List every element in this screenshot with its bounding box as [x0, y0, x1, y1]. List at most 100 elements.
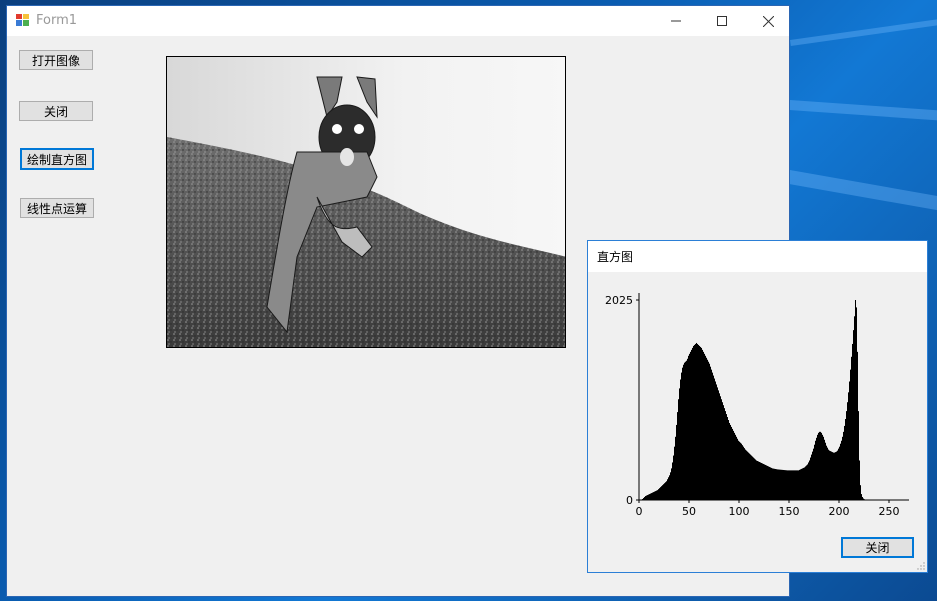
histogram-bar: [760, 462, 761, 500]
histogram-bar: [647, 495, 648, 500]
histogram-bar: [657, 490, 658, 500]
minimize-button[interactable]: [653, 6, 699, 36]
histogram-bar: [840, 443, 841, 500]
histogram-bar: [817, 434, 818, 500]
histogram-bar: [748, 452, 749, 500]
histogram-bar: [791, 470, 792, 500]
histogram-bar: [651, 493, 652, 500]
histogram-bar: [861, 494, 862, 500]
histogram-bar: [662, 485, 663, 500]
histogram-bar: [711, 369, 712, 500]
histogram-bar: [785, 470, 786, 500]
histogram-bar: [809, 460, 810, 500]
histogram-bar: [675, 436, 676, 500]
histogram-bar: [862, 497, 863, 500]
x-tick-label: 200: [829, 505, 850, 518]
histogram-bar: [716, 384, 717, 500]
histogram-bar: [729, 422, 730, 500]
histogram-bar: [826, 445, 827, 500]
histogram-bar: [646, 495, 647, 500]
histogram-bar: [759, 461, 760, 500]
histogram-bar: [812, 451, 813, 500]
histogram-bar: [674, 446, 675, 500]
desktop-light-ray: [787, 170, 937, 219]
close-icon: [762, 15, 774, 27]
histogram-bar: [854, 316, 855, 500]
histogram-bar: [678, 399, 679, 500]
histogram-bar: [784, 470, 785, 500]
histogram-bar: [830, 451, 831, 500]
maximize-button[interactable]: [699, 6, 745, 36]
histogram-bar: [696, 342, 697, 500]
histogram-bar: [653, 492, 654, 500]
histogram-bar: [695, 343, 696, 500]
histogram-bar: [688, 355, 689, 500]
histogram-bar: [706, 357, 707, 500]
histogram-bar: [863, 498, 864, 500]
histogram-bar: [835, 452, 836, 500]
histogram-bar: [781, 469, 782, 500]
histogram-bar: [691, 349, 692, 500]
histogram-bar: [645, 496, 646, 500]
histogram-bar: [855, 300, 856, 500]
histogram-bar: [837, 450, 838, 500]
histogram-bar: [761, 462, 762, 500]
histogram-bar: [775, 468, 776, 500]
app-icon: [16, 14, 29, 26]
histogram-bar: [687, 358, 688, 500]
histogram-bar: [805, 466, 806, 500]
histogram-bar: [652, 492, 653, 500]
histogram-bar: [705, 355, 706, 500]
histogram-bar: [833, 452, 834, 500]
histogram-bar: [666, 481, 667, 500]
close-window-button[interactable]: [745, 6, 791, 36]
histogram-bar: [667, 479, 668, 500]
close-button[interactable]: 关闭: [19, 101, 93, 121]
histogram-bar: [829, 450, 830, 500]
histogram-window-title: 直方图: [597, 250, 634, 264]
histogram-bar: [650, 493, 651, 500]
histogram-bar: [744, 448, 745, 500]
histogram-bar: [682, 367, 683, 500]
histogram-close-button[interactable]: 关闭: [841, 537, 914, 558]
title-bar: Form1: [7, 6, 789, 36]
histogram-bar: [792, 470, 793, 500]
resize-grip-icon[interactable]: [917, 562, 925, 570]
histogram-bar: [665, 482, 666, 500]
histogram-bar: [820, 431, 821, 500]
histogram-bar: [838, 448, 839, 500]
histogram-bar: [692, 347, 693, 500]
histogram-bar: [668, 477, 669, 500]
histogram-bar: [815, 440, 816, 500]
histogram-bar: [672, 462, 673, 500]
histogram-bar: [747, 451, 748, 500]
histogram-bar: [836, 451, 837, 500]
histogram-bar: [725, 411, 726, 500]
histogram-bar: [789, 470, 790, 500]
linear-point-operation-button[interactable]: 线性点运算: [20, 198, 94, 218]
histogram-bar: [714, 378, 715, 500]
histogram-bar: [765, 464, 766, 500]
draw-histogram-button[interactable]: 绘制直方图: [20, 148, 94, 170]
histogram-bar: [732, 428, 733, 500]
histogram-bar: [721, 399, 722, 500]
histogram-bar: [671, 468, 672, 500]
histogram-bar: [690, 351, 691, 500]
histogram-bar: [823, 436, 824, 500]
histogram-bar: [681, 372, 682, 500]
histogram-bar: [806, 465, 807, 500]
histogram-bar: [698, 344, 699, 500]
histogram-bar: [821, 432, 822, 500]
open-image-button[interactable]: 打开图像: [19, 50, 93, 70]
histogram-bar: [764, 464, 765, 500]
histogram-bar: [659, 488, 660, 500]
histogram-bar: [808, 462, 809, 500]
x-tick-label: 50: [682, 505, 696, 518]
histogram-bar: [849, 381, 850, 500]
x-tick-label: 150: [779, 505, 800, 518]
histogram-bar: [758, 461, 759, 500]
histogram-bar: [693, 345, 694, 500]
histogram-bar: [774, 468, 775, 500]
histogram-bar: [648, 494, 649, 500]
histogram-bar: [843, 431, 844, 500]
